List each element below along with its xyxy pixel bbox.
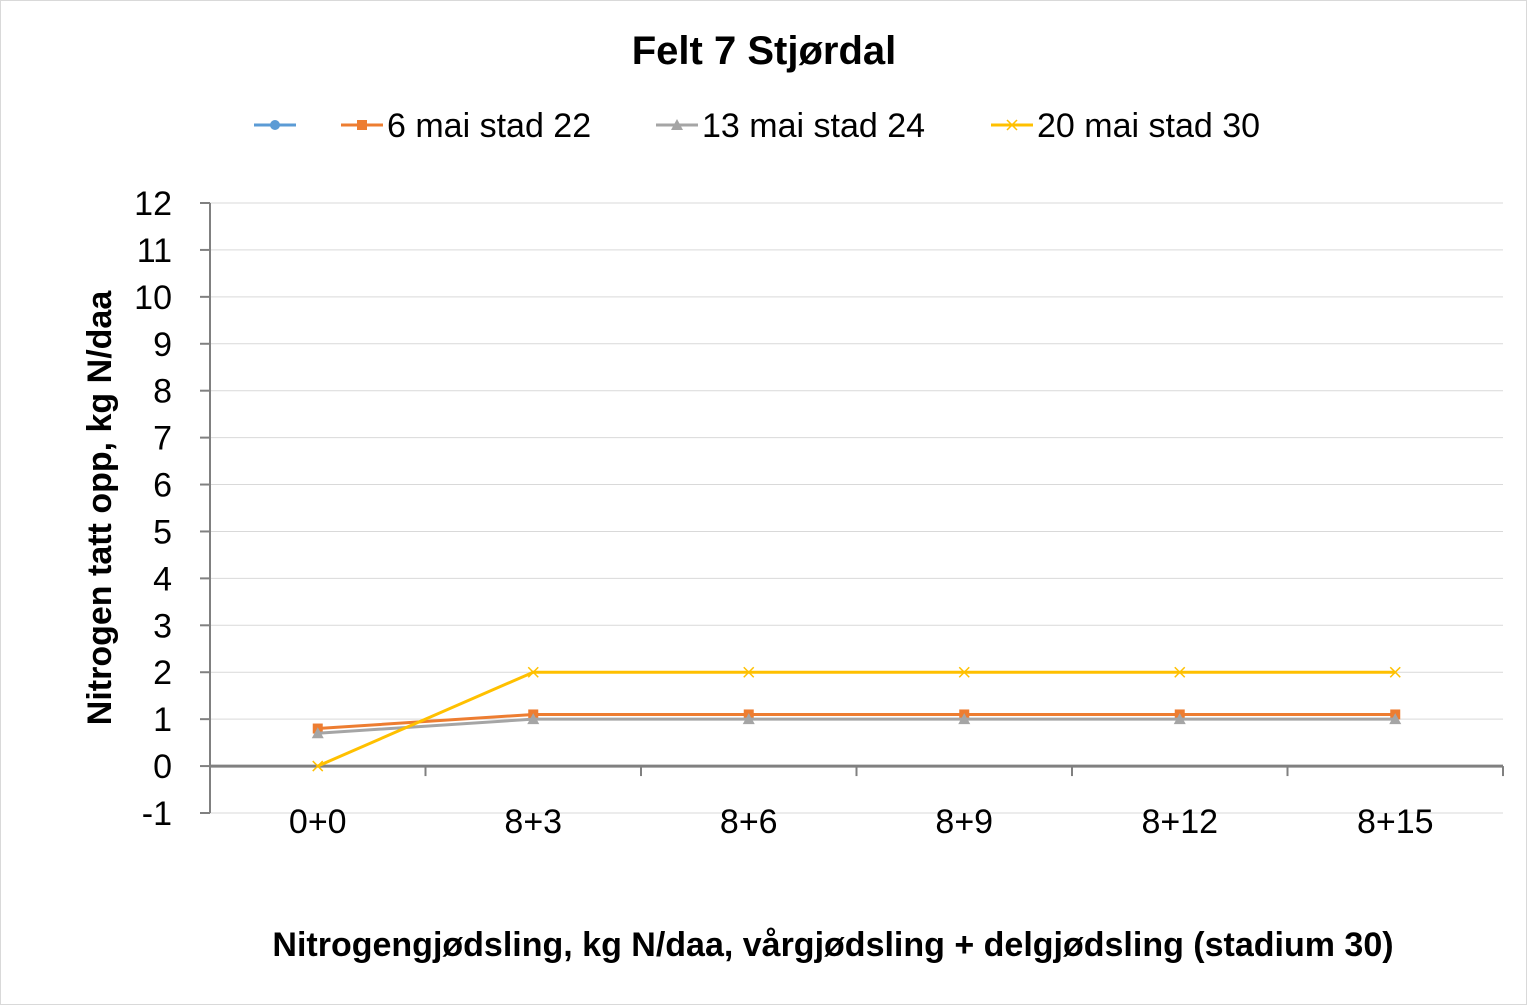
series-line-2 bbox=[317, 717, 1396, 735]
y-tick-label: 7 bbox=[153, 420, 172, 458]
x-axis-label: Nitrogengjødsling, kg N/daa, vårgjødslin… bbox=[272, 926, 1393, 964]
triangle-marker bbox=[958, 713, 971, 725]
x-tick-label: 8+12 bbox=[1141, 803, 1218, 841]
y-tick-label: 4 bbox=[153, 560, 172, 598]
circle-marker bbox=[270, 120, 280, 130]
triangle-marker bbox=[742, 713, 755, 725]
y-tick-label: 9 bbox=[153, 326, 172, 364]
square-marker bbox=[357, 120, 367, 130]
y-tick-label: 2 bbox=[153, 654, 172, 692]
y-tick-label: 3 bbox=[153, 607, 172, 645]
x-marker bbox=[743, 666, 755, 678]
x-marker bbox=[312, 760, 324, 772]
legend-label: 13 mai stad 24 bbox=[702, 107, 925, 145]
triangle-marker bbox=[311, 727, 324, 739]
triangle-marker bbox=[671, 119, 683, 130]
chart-title: Felt 7 Stjørdal bbox=[632, 29, 897, 73]
x-marker bbox=[1174, 666, 1186, 678]
y-tick-label: 11 bbox=[137, 232, 172, 270]
y-tick-label: 6 bbox=[153, 467, 172, 505]
triangle-marker bbox=[1389, 713, 1402, 725]
series-line-1 bbox=[317, 712, 1396, 731]
y-tick-label: -1 bbox=[142, 795, 172, 833]
legend-label: 20 mai stad 30 bbox=[1037, 107, 1260, 145]
x-tick-label: 8+3 bbox=[504, 803, 562, 841]
y-tick-label: 12 bbox=[134, 185, 172, 223]
x-tick-label: 0+0 bbox=[289, 803, 347, 841]
x-tick-label: 8+6 bbox=[720, 803, 778, 841]
triangle-marker bbox=[527, 713, 540, 725]
x-marker bbox=[1006, 119, 1018, 131]
triangle-marker bbox=[1173, 713, 1186, 725]
x-marker bbox=[958, 666, 970, 678]
y-axis-label: Nitrogen tatt opp, kg N/daa bbox=[81, 290, 119, 726]
x-marker bbox=[1389, 666, 1401, 678]
series-line-3 bbox=[317, 670, 1396, 768]
x-tick-label: 8+15 bbox=[1357, 803, 1434, 841]
y-tick-label: 1 bbox=[153, 701, 172, 739]
x-marker bbox=[527, 666, 539, 678]
x-tick-label: 8+9 bbox=[935, 803, 993, 841]
y-tick-label: 10 bbox=[134, 279, 172, 317]
y-tick-label: 0 bbox=[153, 748, 172, 786]
legend-label: 6 mai stad 22 bbox=[387, 107, 591, 145]
y-tick-label: 5 bbox=[153, 513, 172, 551]
y-tick-label: 8 bbox=[153, 373, 172, 411]
